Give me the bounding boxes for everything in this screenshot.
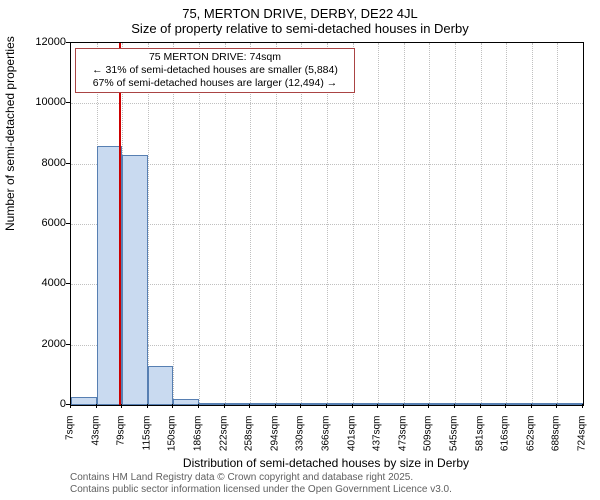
grid-line-v bbox=[506, 43, 507, 405]
histogram-bar bbox=[481, 403, 506, 405]
histogram-bar bbox=[148, 366, 173, 405]
footer-line-2: Contains public sector information licen… bbox=[70, 484, 452, 496]
histogram-bar bbox=[404, 403, 430, 405]
y-tick-label: 6000 bbox=[30, 217, 66, 229]
grid-line-v bbox=[481, 43, 482, 405]
histogram-bar bbox=[352, 403, 378, 405]
histogram-bar bbox=[71, 397, 97, 405]
annotation-line: 75 MERTON DRIVE: 74sqm bbox=[80, 51, 350, 64]
histogram-bar bbox=[532, 403, 558, 405]
y-tick-label: 4000 bbox=[30, 277, 66, 289]
histogram-bar bbox=[199, 403, 225, 405]
grid-line-v bbox=[557, 43, 558, 405]
plot-area: 75 MERTON DRIVE: 74sqm← 31% of semi-deta… bbox=[70, 42, 584, 406]
marker-vline bbox=[119, 43, 121, 405]
grid-line-v bbox=[353, 43, 354, 405]
grid-line-v bbox=[276, 43, 277, 405]
histogram-bar bbox=[557, 403, 583, 405]
histogram-bar bbox=[173, 399, 199, 405]
chart-footer: Contains HM Land Registry data © Crown c… bbox=[70, 472, 452, 496]
histogram-bar bbox=[327, 403, 352, 405]
histogram-bar bbox=[455, 403, 481, 405]
histogram-bar bbox=[250, 403, 276, 405]
y-tick-label: 8000 bbox=[30, 157, 66, 169]
grid-line-v bbox=[429, 43, 430, 405]
annotation-line: 67% of semi-detached houses are larger (… bbox=[80, 77, 350, 90]
x-axis-label: Distribution of semi-detached houses by … bbox=[70, 456, 582, 470]
histogram-bar bbox=[122, 155, 148, 405]
histogram-bar bbox=[506, 403, 532, 405]
histogram-bar bbox=[276, 403, 302, 405]
histogram-bar bbox=[429, 403, 455, 405]
y-tick-label: 0 bbox=[30, 398, 66, 410]
chart-title-sub: Size of property relative to semi-detach… bbox=[0, 21, 600, 36]
footer-line-1: Contains HM Land Registry data © Crown c… bbox=[70, 472, 452, 484]
y-axis-label: Number of semi-detached properties bbox=[3, 36, 17, 231]
grid-line-v bbox=[404, 43, 405, 405]
grid-line-v bbox=[199, 43, 200, 405]
grid-line-v bbox=[378, 43, 379, 405]
annotation-line: ← 31% of semi-detached houses are smalle… bbox=[80, 64, 350, 77]
y-tick-label: 2000 bbox=[30, 338, 66, 350]
grid-line-v bbox=[250, 43, 251, 405]
histogram-bar bbox=[225, 403, 251, 405]
y-tick-label: 12000 bbox=[30, 36, 66, 48]
grid-line-v bbox=[327, 43, 328, 405]
annotation-box: 75 MERTON DRIVE: 74sqm← 31% of semi-deta… bbox=[75, 48, 355, 93]
grid-line-v bbox=[455, 43, 456, 405]
histogram-bar bbox=[378, 403, 404, 405]
histogram-bar bbox=[302, 403, 328, 405]
chart-title-main: 75, MERTON DRIVE, DERBY, DE22 4JL bbox=[0, 0, 600, 21]
y-tick-label: 10000 bbox=[30, 96, 66, 108]
grid-line-v bbox=[173, 43, 174, 405]
chart-container: 75, MERTON DRIVE, DERBY, DE22 4JL Size o… bbox=[0, 0, 600, 500]
grid-line-v bbox=[225, 43, 226, 405]
grid-line-v bbox=[532, 43, 533, 405]
grid-line-v bbox=[301, 43, 302, 405]
